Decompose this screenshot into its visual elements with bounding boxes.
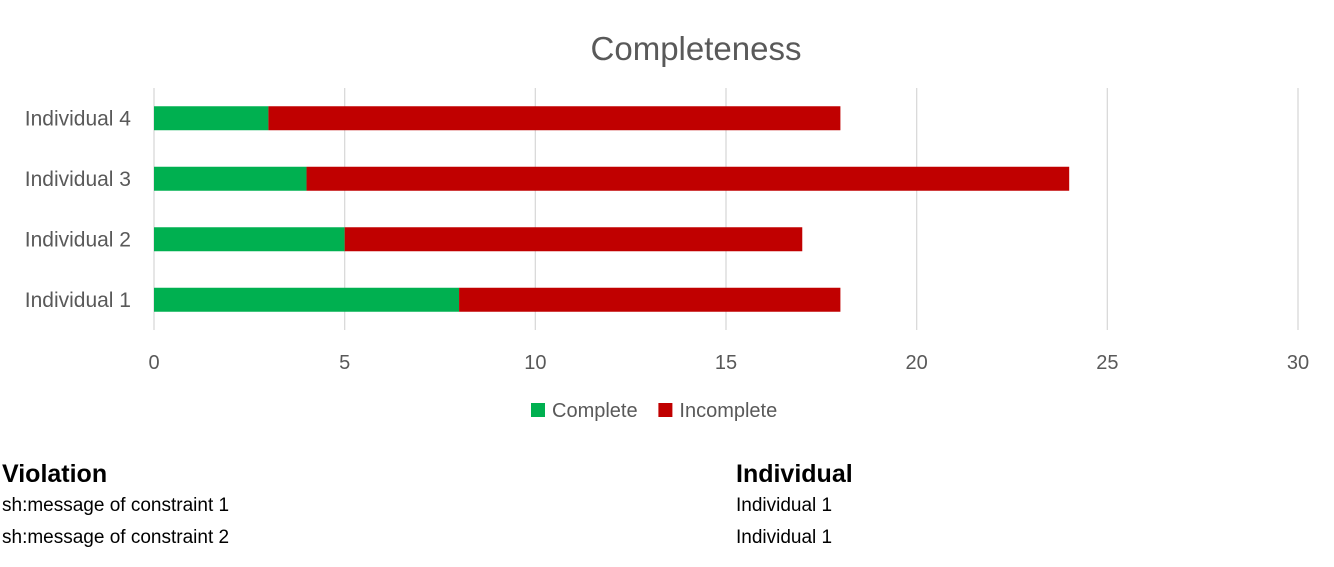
x-tick-label: 5 <box>339 352 350 374</box>
bars <box>154 106 1070 312</box>
bar-complete <box>154 106 269 131</box>
individual-header: Individual <box>736 460 853 488</box>
bar-incomplete <box>268 106 841 131</box>
bar-incomplete <box>459 287 841 312</box>
bar-incomplete <box>344 227 803 252</box>
category-label: Individual 1 <box>25 289 131 312</box>
violation-cell: sh:message of constraint 2 <box>2 527 230 548</box>
x-tick-label: 20 <box>906 352 928 374</box>
x-tick-label: 15 <box>715 352 737 374</box>
category-label: Individual 3 <box>25 168 131 191</box>
bar-incomplete <box>306 166 1070 191</box>
category-labels: Individual 1 Individual 2 Individual 3 Indi… <box>25 107 132 312</box>
x-tick-label: 0 <box>148 352 159 374</box>
x-tick-labels: 0 5 10 15 20 25 30 <box>148 352 1309 374</box>
legend: Complete Incomplete <box>531 400 777 422</box>
violation-column: Violation sh:message of constraint 1 sh:… <box>2 458 229 554</box>
legend-swatch-incomplete <box>658 403 673 417</box>
category-label: Individual 4 <box>25 107 132 130</box>
chart-title: Completeness <box>591 30 802 67</box>
individual-cell: Individual 1 <box>736 495 833 516</box>
legend-label: Complete <box>552 400 638 422</box>
individual-cell: Individual 1 <box>736 527 833 548</box>
x-tick-label: 30 <box>1287 352 1309 374</box>
x-tick-label: 25 <box>1096 352 1118 374</box>
bar-complete <box>154 166 307 191</box>
legend-label: Incomplete <box>679 400 777 422</box>
violation-header: Violation <box>2 460 108 488</box>
individual-column: Individual Individual 1 Individual 1 <box>736 458 853 554</box>
x-tick-label: 10 <box>524 352 546 374</box>
violation-cell: sh:message of constraint 1 <box>2 495 230 516</box>
bar-complete <box>154 227 345 252</box>
category-label: Individual 2 <box>25 228 131 251</box>
bar-complete <box>154 287 460 312</box>
legend-swatch-complete <box>531 403 545 417</box>
